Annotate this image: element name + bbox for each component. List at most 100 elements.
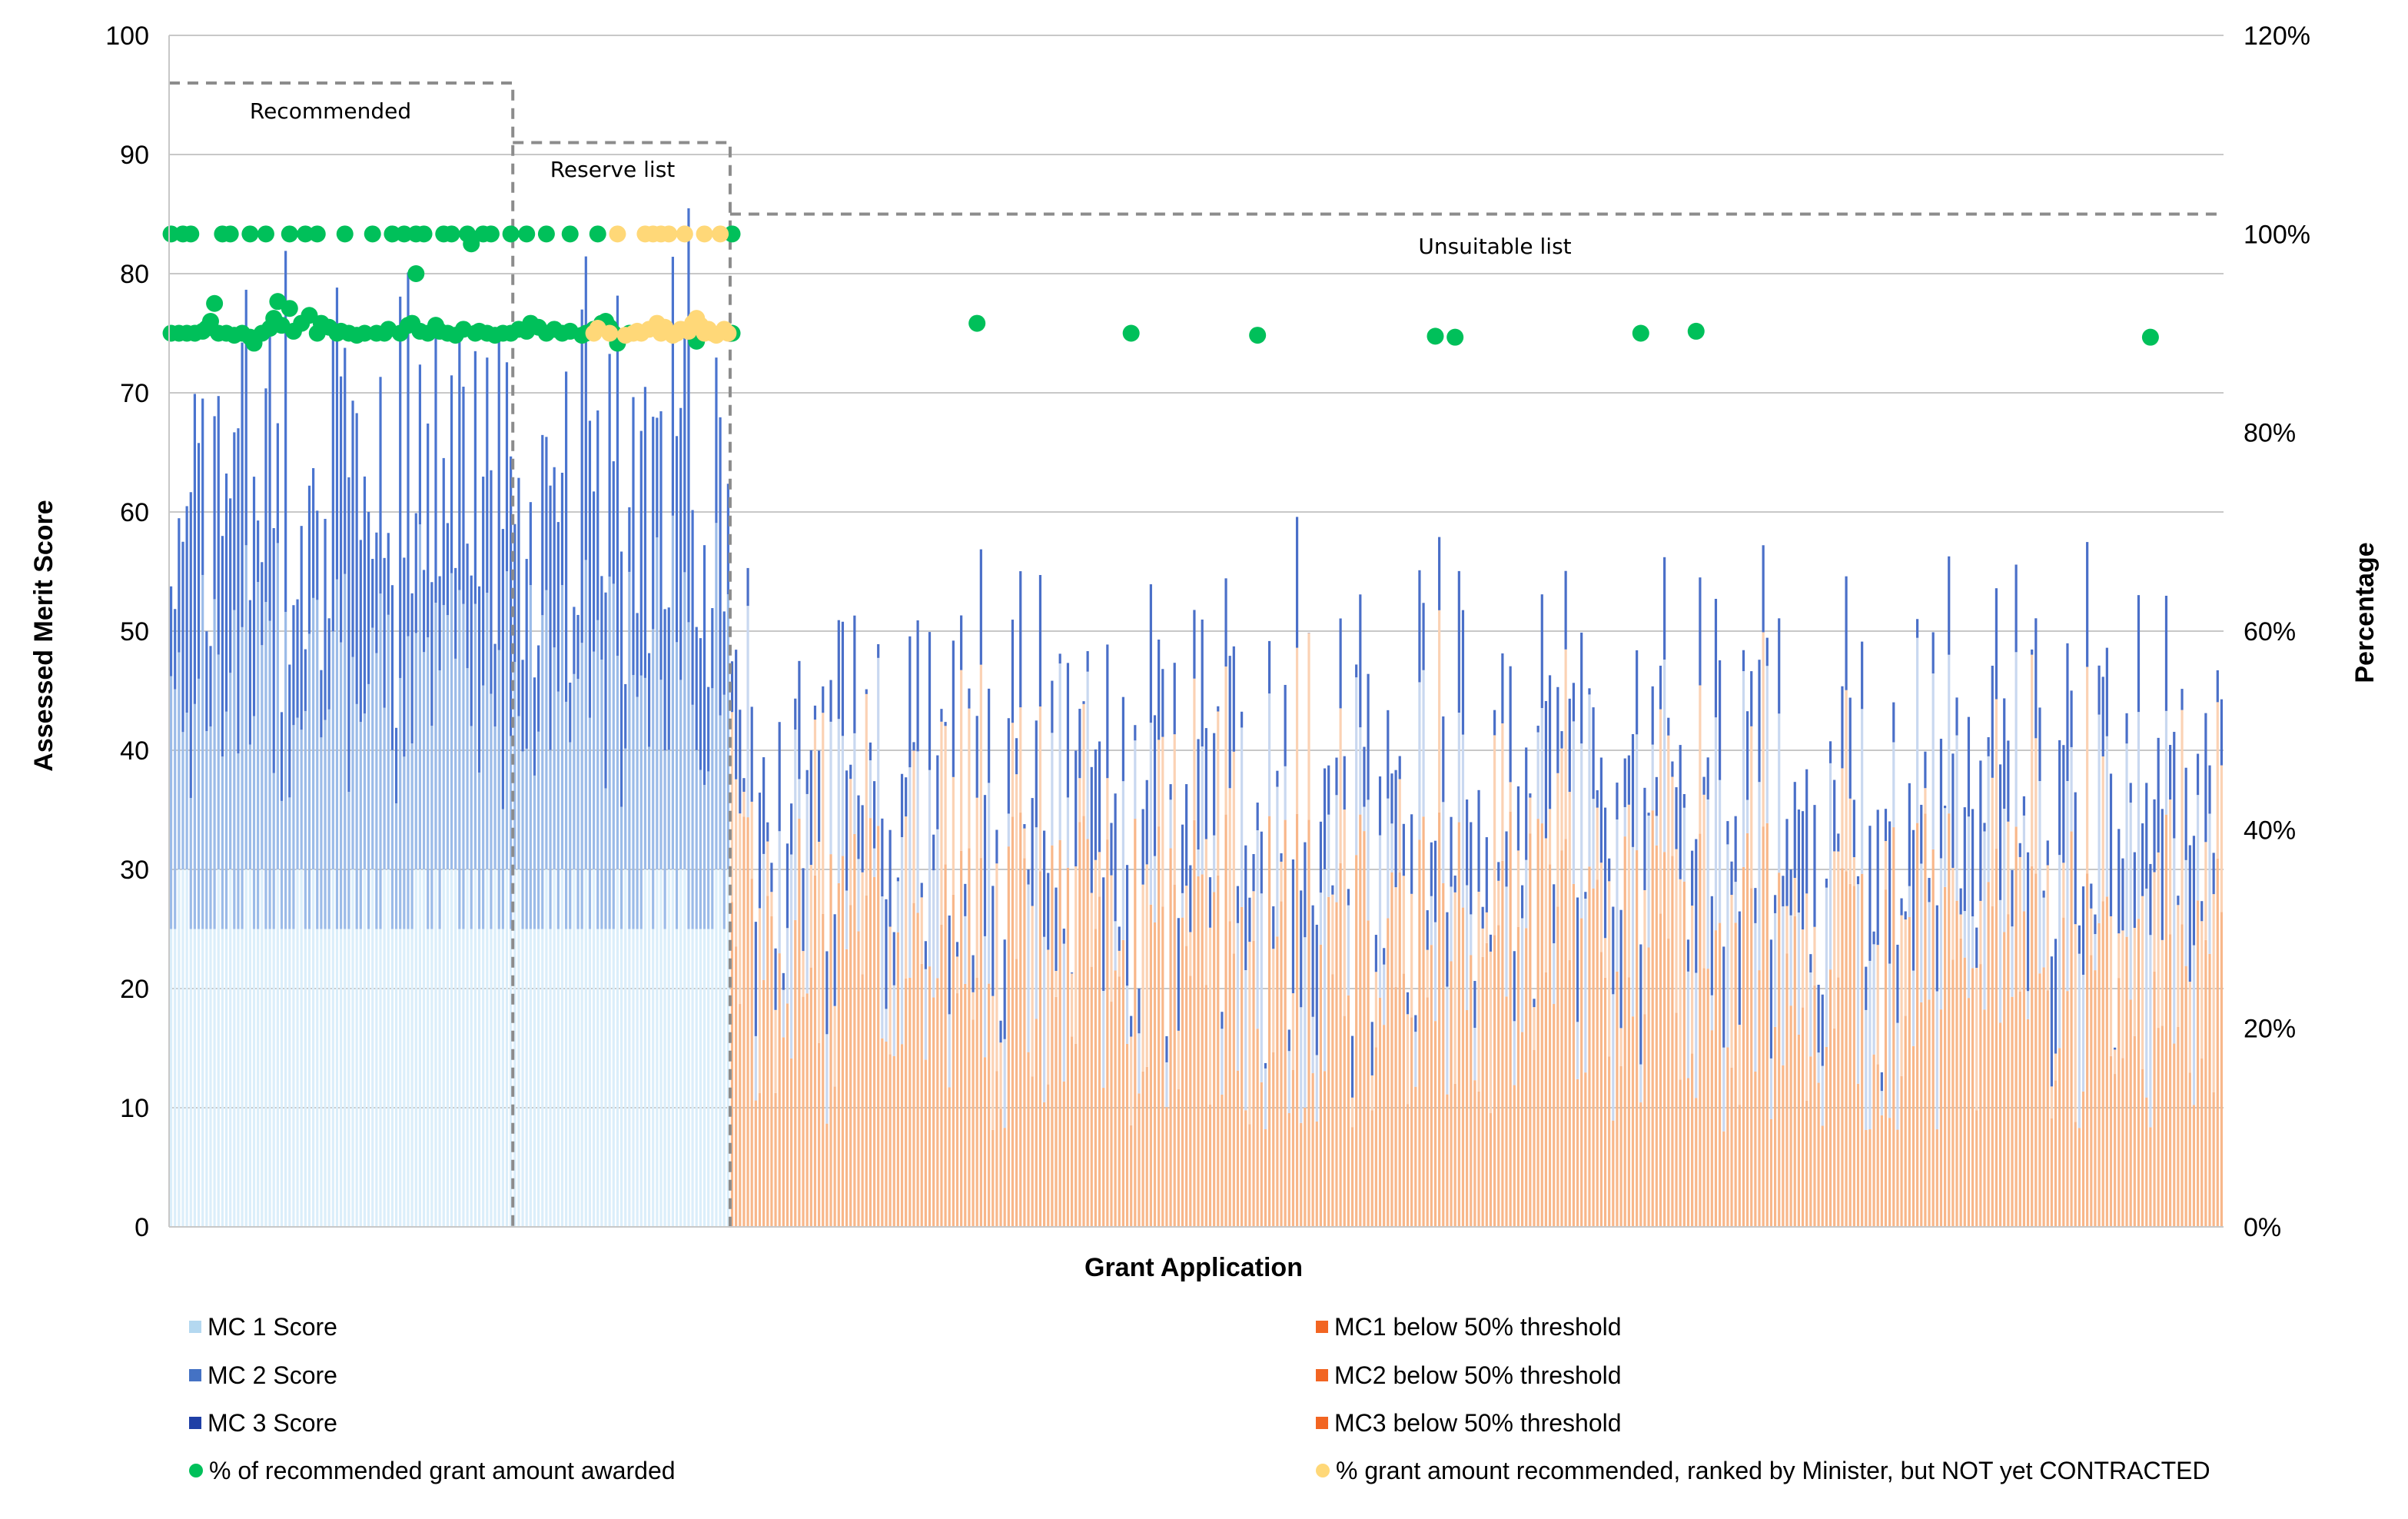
awarded-point bbox=[482, 225, 500, 243]
bar-segment bbox=[1387, 918, 1390, 1227]
bar-segment bbox=[2078, 925, 2081, 954]
bar-segment bbox=[739, 1004, 742, 1227]
bar-segment bbox=[466, 668, 469, 869]
bar-segment bbox=[335, 288, 339, 580]
bar-segment bbox=[888, 926, 892, 1055]
bar-segment bbox=[604, 929, 607, 1227]
bar-segment bbox=[857, 795, 860, 859]
x-axis-title: Grant Application bbox=[1084, 1253, 1303, 1282]
bar-segment bbox=[1548, 675, 1552, 809]
bar-segment bbox=[2105, 736, 2108, 897]
bar-segment bbox=[1363, 831, 1366, 1227]
bar-segment bbox=[1801, 811, 1805, 930]
bar-segment bbox=[2169, 934, 2172, 1227]
bar-segment bbox=[1825, 887, 1828, 1047]
bar-segment bbox=[252, 716, 256, 929]
not-contracted-point bbox=[712, 225, 729, 243]
bar-segment bbox=[217, 396, 220, 655]
bar-segment bbox=[375, 929, 378, 1227]
bar-segment bbox=[418, 364, 422, 525]
bar-segment bbox=[908, 636, 912, 768]
bar-segment bbox=[2094, 970, 2097, 1227]
bar-segment bbox=[529, 502, 532, 586]
bar-segment bbox=[750, 706, 753, 802]
bar-segment bbox=[1841, 686, 1844, 769]
bar-segment bbox=[1125, 865, 1129, 986]
bar-segment bbox=[1789, 869, 1792, 916]
bar-segment bbox=[802, 951, 805, 997]
bar-segment bbox=[541, 615, 544, 929]
bar-segment bbox=[809, 750, 812, 866]
bar-segment bbox=[1750, 888, 1753, 1227]
bar-segment bbox=[695, 750, 698, 929]
bar-segment bbox=[1536, 819, 1539, 1227]
bar-segment bbox=[1252, 940, 1255, 1227]
bar-segment bbox=[991, 886, 995, 996]
bar-segment bbox=[1232, 953, 1235, 1227]
bar-segment bbox=[1636, 734, 1639, 851]
bar-segment bbox=[988, 983, 991, 1227]
awarded-point bbox=[297, 225, 314, 243]
bar-segment bbox=[1998, 1022, 2002, 1227]
bar-segment bbox=[513, 662, 516, 869]
bar-segment bbox=[1876, 1064, 1879, 1227]
bar-segment bbox=[1928, 999, 1931, 1227]
y-tick-label: 20 bbox=[120, 975, 149, 1004]
bar-segment bbox=[892, 1055, 895, 1227]
bar-segment bbox=[1651, 686, 1654, 745]
bar-segment bbox=[1706, 757, 1709, 799]
bar-segment bbox=[1888, 821, 1892, 964]
bar-segment bbox=[375, 653, 378, 929]
bar-segment bbox=[371, 869, 374, 1227]
bar-segment bbox=[244, 869, 247, 1227]
bar-segment bbox=[1911, 829, 1915, 971]
bar-segment bbox=[2114, 1049, 2117, 1075]
bar-segment bbox=[205, 929, 208, 1227]
bar-segment bbox=[2121, 930, 2124, 1059]
bar-segment bbox=[2046, 865, 2049, 991]
bar-segment bbox=[1627, 755, 1630, 805]
bar-segment bbox=[1217, 875, 1220, 1227]
bar-segment bbox=[1599, 863, 1603, 952]
bar-segment bbox=[1686, 1078, 1690, 1227]
bar-segment bbox=[1951, 867, 1955, 960]
bar-segment bbox=[1260, 893, 1263, 1082]
bar-segment bbox=[900, 773, 904, 837]
bar-segment bbox=[2042, 890, 2045, 898]
bar-segment bbox=[1793, 916, 1796, 1227]
bar-segment bbox=[2216, 702, 2219, 859]
bar-segment bbox=[1177, 1030, 1180, 1089]
bar-segment bbox=[1619, 909, 1622, 1029]
bar-segment bbox=[702, 785, 706, 929]
bar-segment bbox=[632, 929, 635, 1227]
bar-segment bbox=[1118, 950, 1121, 977]
bar-segment bbox=[1916, 637, 1919, 823]
bar-segment bbox=[1027, 884, 1030, 1052]
bar-segment bbox=[1643, 889, 1646, 1015]
bar-segment bbox=[1193, 678, 1196, 820]
bar-segment bbox=[1185, 946, 1188, 1227]
bar-segment bbox=[390, 750, 394, 929]
bar-segment bbox=[1856, 876, 1860, 885]
bar-segment bbox=[1295, 517, 1299, 648]
bar-segment bbox=[446, 615, 449, 869]
bar-segment bbox=[905, 777, 908, 817]
bar-segment bbox=[624, 683, 627, 749]
bar-segment bbox=[1935, 991, 1938, 1130]
bar-segment bbox=[2090, 883, 2093, 909]
bar-segment bbox=[517, 869, 520, 1227]
bar-segment bbox=[735, 946, 738, 1227]
bar-segment bbox=[869, 742, 872, 761]
bar-segment bbox=[1845, 576, 1848, 690]
bar-segment bbox=[1086, 671, 1089, 839]
bar-segment bbox=[1967, 998, 1971, 1227]
bar-segment bbox=[1125, 1043, 1129, 1227]
bar-segment bbox=[1900, 915, 1903, 1076]
bar-segment bbox=[1529, 833, 1532, 1227]
bar-segment bbox=[1971, 968, 1975, 1227]
bar-segment bbox=[1726, 1047, 1729, 1227]
bar-segment bbox=[715, 357, 718, 524]
bar-segment bbox=[1193, 610, 1196, 679]
bar-segment bbox=[619, 929, 623, 1227]
bar-segment bbox=[979, 664, 982, 859]
